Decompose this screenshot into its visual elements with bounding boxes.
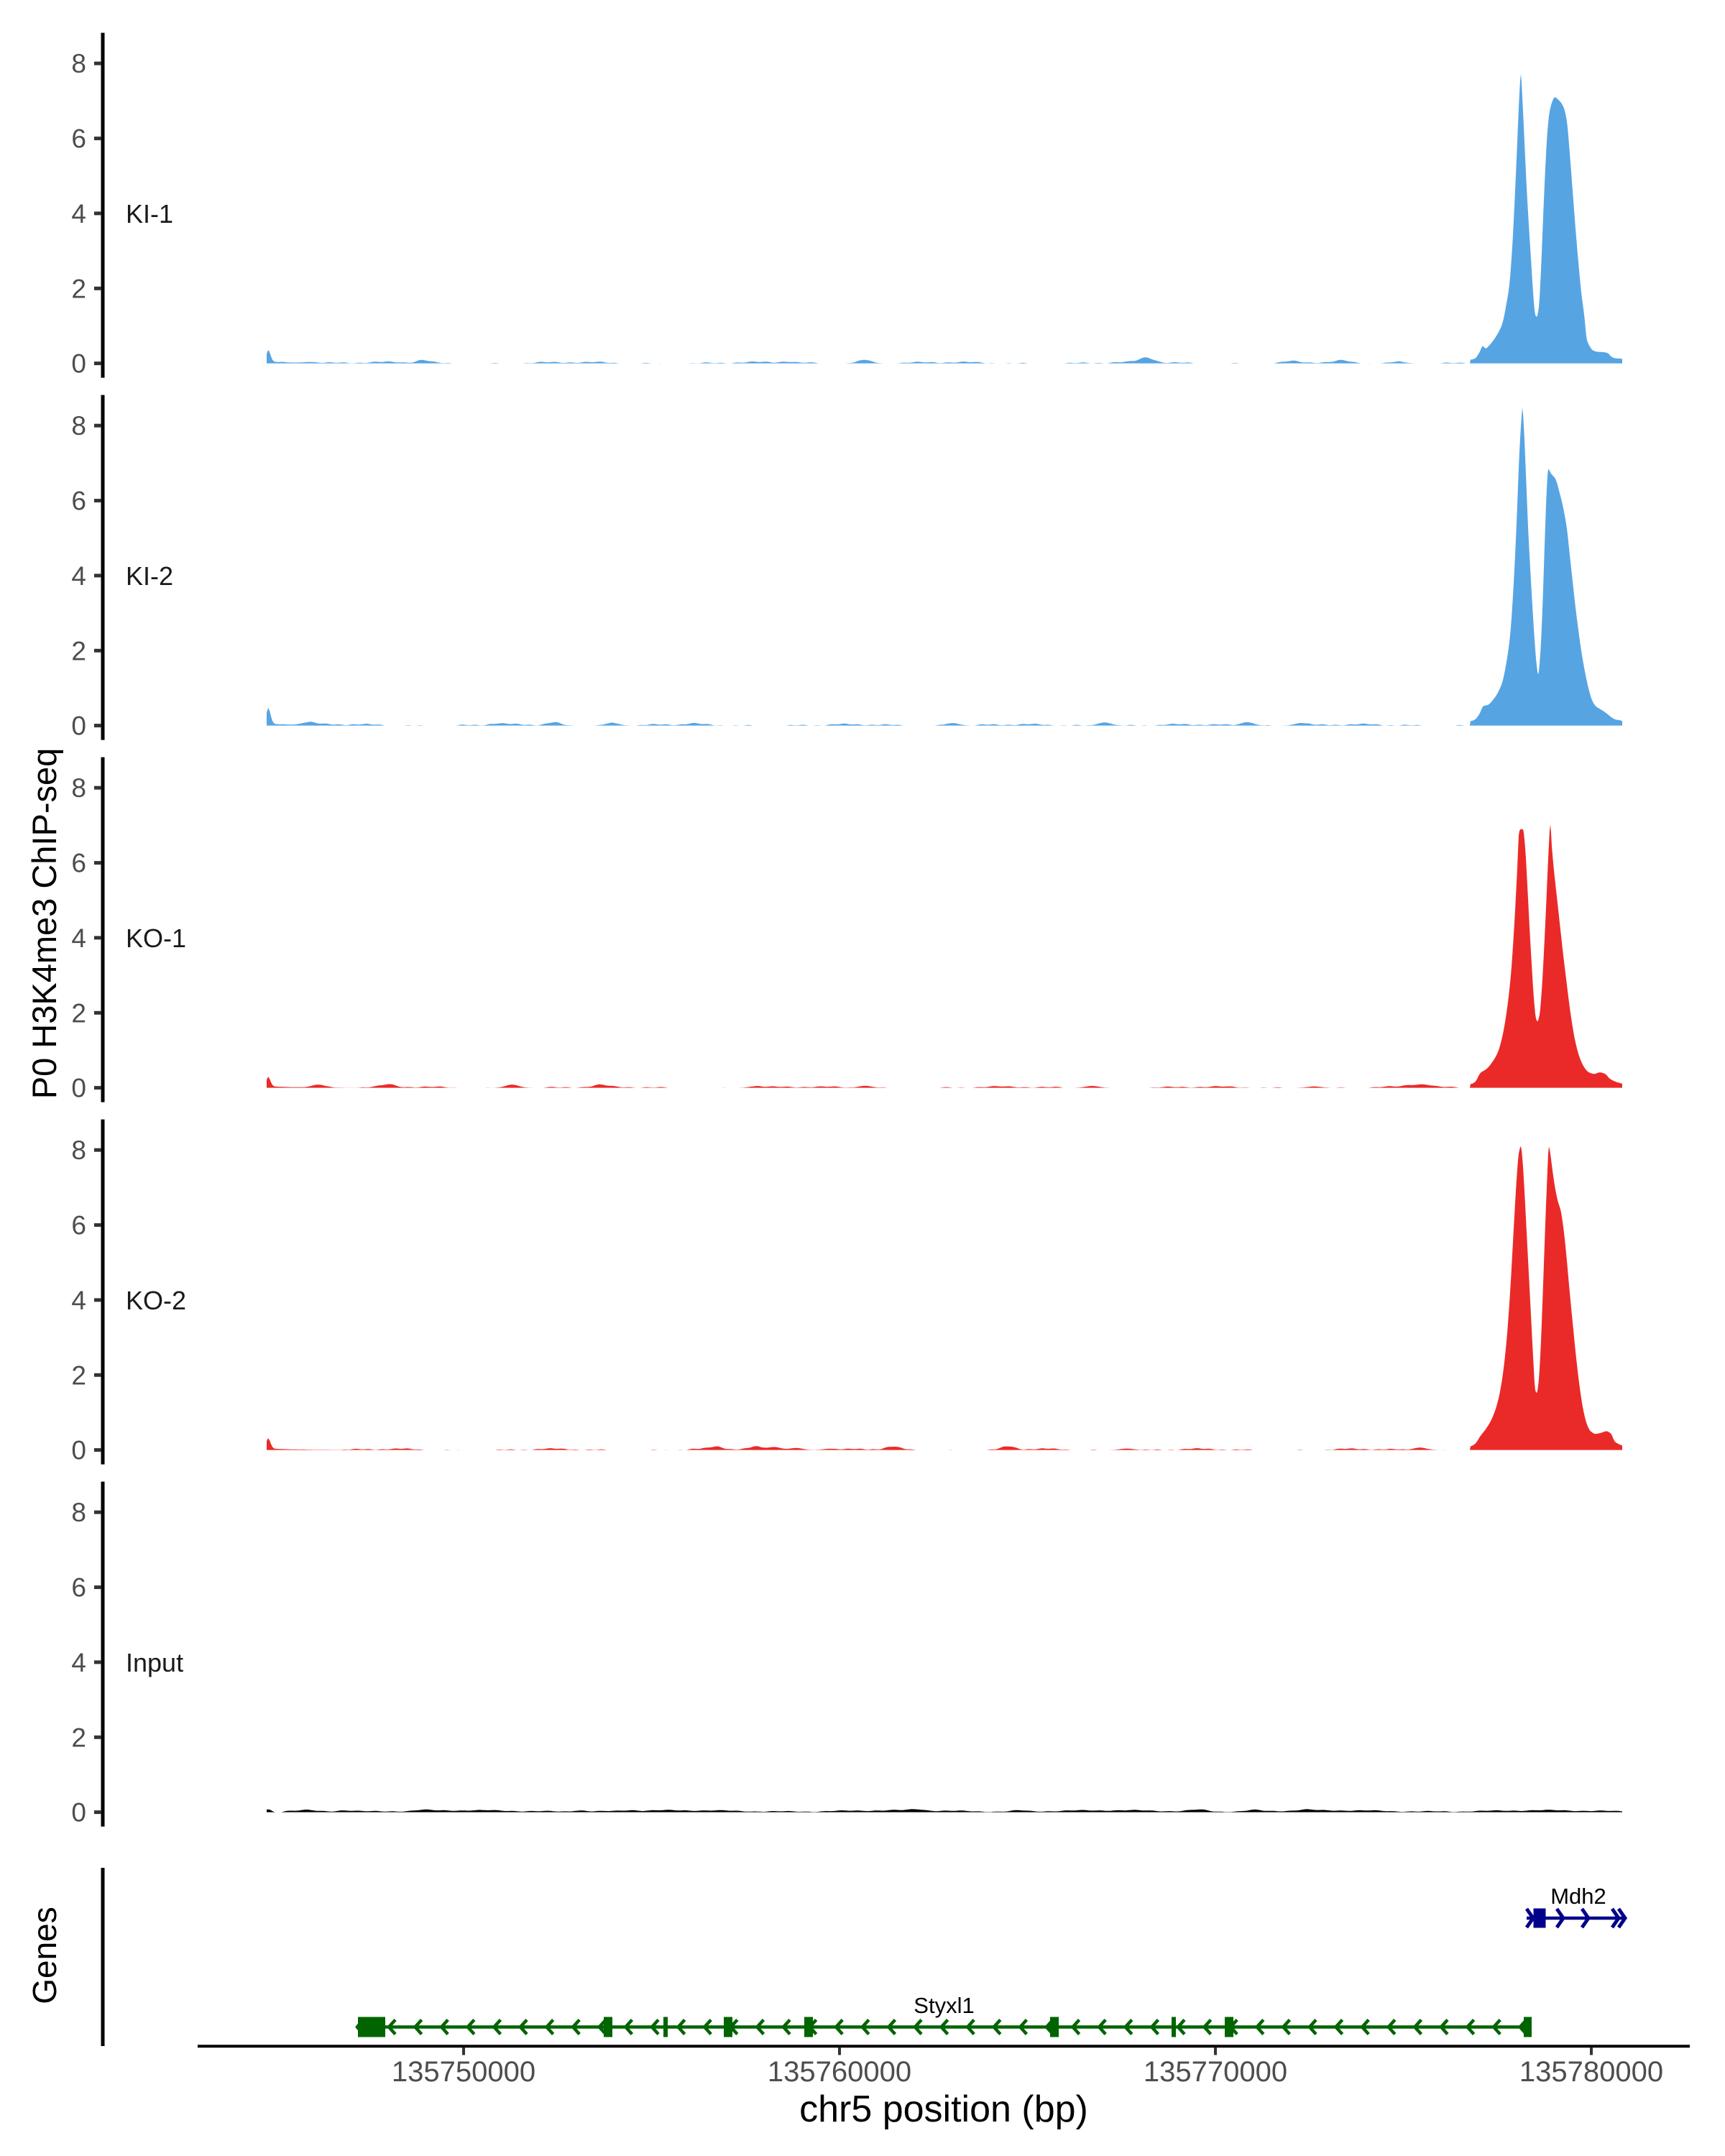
svg-text:Input: Input: [126, 1648, 183, 1677]
svg-text:8: 8: [71, 1135, 86, 1165]
svg-text:Mdh2: Mdh2: [1550, 1884, 1606, 1909]
svg-text:2: 2: [71, 1723, 86, 1752]
svg-text:Genes: Genes: [26, 1907, 63, 2004]
svg-text:0: 0: [71, 1436, 86, 1465]
svg-text:8: 8: [71, 411, 86, 441]
svg-text:KO-2: KO-2: [126, 1286, 186, 1315]
svg-text:135760000: 135760000: [768, 2056, 911, 2088]
svg-text:P0 H3K4me3 ChIP-seq: P0 H3K4me3 ChIP-seq: [25, 748, 63, 1100]
svg-text:0: 0: [71, 1074, 86, 1103]
svg-text:135780000: 135780000: [1519, 2056, 1663, 2088]
svg-text:2: 2: [71, 1360, 86, 1390]
svg-text:8: 8: [71, 1498, 86, 1527]
svg-text:0: 0: [71, 349, 86, 379]
svg-text:6: 6: [71, 849, 86, 878]
svg-text:2: 2: [71, 274, 86, 303]
svg-text:8: 8: [71, 49, 86, 78]
svg-text:2: 2: [71, 636, 86, 665]
svg-text:135770000: 135770000: [1144, 2056, 1287, 2088]
svg-text:KO-1: KO-1: [126, 923, 186, 953]
svg-text:Styxl1: Styxl1: [914, 1993, 974, 2018]
svg-text:8: 8: [71, 773, 86, 803]
svg-text:4: 4: [71, 923, 86, 953]
svg-text:6: 6: [71, 1573, 86, 1603]
svg-text:chr5 position (bp): chr5 position (bp): [799, 2088, 1088, 2130]
svg-text:2: 2: [71, 998, 86, 1028]
svg-text:0: 0: [71, 1798, 86, 1828]
svg-text:4: 4: [71, 561, 86, 591]
svg-text:6: 6: [71, 487, 86, 516]
svg-text:KI-1: KI-1: [126, 199, 173, 229]
svg-text:6: 6: [71, 124, 86, 154]
svg-text:4: 4: [71, 1286, 86, 1315]
svg-text:135750000: 135750000: [392, 2056, 535, 2088]
svg-text:0: 0: [71, 711, 86, 741]
svg-text:4: 4: [71, 1648, 86, 1677]
svg-text:4: 4: [71, 199, 86, 229]
svg-text:KI-2: KI-2: [126, 561, 173, 591]
svg-text:6: 6: [71, 1211, 86, 1240]
